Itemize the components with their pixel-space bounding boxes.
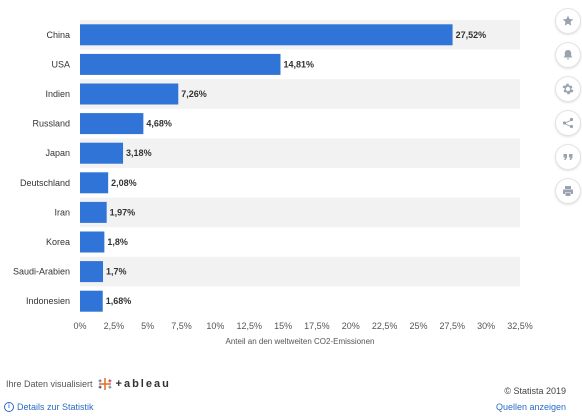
bar: [80, 53, 281, 75]
category-label: Iran: [54, 207, 70, 217]
bar: [80, 231, 105, 253]
x-tick-label: 32,5%: [507, 321, 533, 331]
sources-link[interactable]: Quellen anzeigen: [495, 402, 566, 412]
viz-label: Ihre Daten visualisiert: [6, 379, 93, 389]
x-tick-label: 22,5%: [372, 321, 398, 331]
x-tick-label: 2,5%: [104, 321, 125, 331]
copyright-text: © Statista 2019: [504, 386, 566, 396]
tableau-wordmark: +ableau: [115, 378, 171, 390]
value-label: 1,68%: [106, 296, 132, 306]
x-tick-label: 30%: [477, 321, 495, 331]
category-label: China: [46, 30, 70, 40]
bell-icon: [563, 50, 573, 60]
x-tick-label: 0%: [73, 321, 86, 331]
cite-button[interactable]: [555, 144, 581, 170]
value-label: 7,26%: [181, 89, 207, 99]
x-tick-label: 17,5%: [304, 321, 330, 331]
value-label: 3,18%: [126, 148, 152, 158]
info-icon: i: [4, 402, 14, 412]
notification-button[interactable]: [555, 42, 581, 68]
bar: [80, 142, 124, 164]
value-label: 2,08%: [111, 178, 137, 188]
value-label: 1,7%: [106, 267, 127, 277]
x-tick-label: 27,5%: [440, 321, 466, 331]
bar: [80, 113, 144, 135]
settings-button[interactable]: [555, 76, 581, 102]
side-toolbar: [554, 8, 582, 204]
x-tick-label: 20%: [342, 321, 360, 331]
favorite-button[interactable]: [555, 8, 581, 34]
category-label: Saudi-Arabien: [13, 267, 70, 277]
category-label: Indien: [45, 89, 70, 99]
x-tick-label: 7,5%: [171, 321, 192, 331]
category-label: Japan: [45, 148, 70, 158]
bar: [80, 261, 104, 283]
x-tick-label: 12,5%: [236, 321, 262, 331]
gear-icon: [562, 83, 574, 95]
value-label: 14,81%: [284, 59, 315, 69]
details-link[interactable]: i Details zur Statistik: [4, 402, 94, 412]
value-label: 27,52%: [456, 30, 487, 40]
x-tick-label: 5%: [141, 321, 154, 331]
bar: [80, 201, 107, 223]
print-icon: [563, 186, 573, 196]
category-label: Korea: [46, 237, 70, 247]
tableau-branding[interactable]: Ihre Daten visualisiert +ableau: [6, 376, 582, 392]
value-label: 1,97%: [110, 207, 136, 217]
x-tick-label: 25%: [409, 321, 427, 331]
row-band: [80, 138, 520, 168]
bar-chart: China 27,52% USA 14,81% Indien 7,26% Russland 4…: [13, 20, 533, 346]
x-tick-label: 15%: [274, 321, 292, 331]
x-axis-title: Anteil an den weltweiten CO2-Emissionen: [226, 337, 375, 346]
bar: [80, 83, 179, 105]
tableau-logo-icon: [98, 378, 111, 390]
share-button[interactable]: [555, 110, 581, 136]
star-icon: [562, 15, 574, 26]
quote-icon: [563, 154, 573, 160]
share-icon: [562, 117, 574, 129]
category-label: Russland: [32, 119, 70, 129]
value-label: 1,8%: [107, 237, 128, 247]
value-label: 4,68%: [146, 119, 172, 129]
bar: [80, 172, 109, 194]
row-band: [80, 256, 520, 287]
details-link-label: Details zur Statistik: [17, 402, 94, 412]
bar: [80, 290, 103, 312]
x-tick-label: 10%: [206, 321, 224, 331]
print-button[interactable]: [555, 178, 581, 204]
category-label: USA: [51, 59, 70, 69]
category-label: Indonesien: [26, 296, 70, 306]
row-band: [80, 197, 520, 228]
bar: [80, 24, 453, 46]
category-label: Deutschland: [20, 178, 70, 188]
